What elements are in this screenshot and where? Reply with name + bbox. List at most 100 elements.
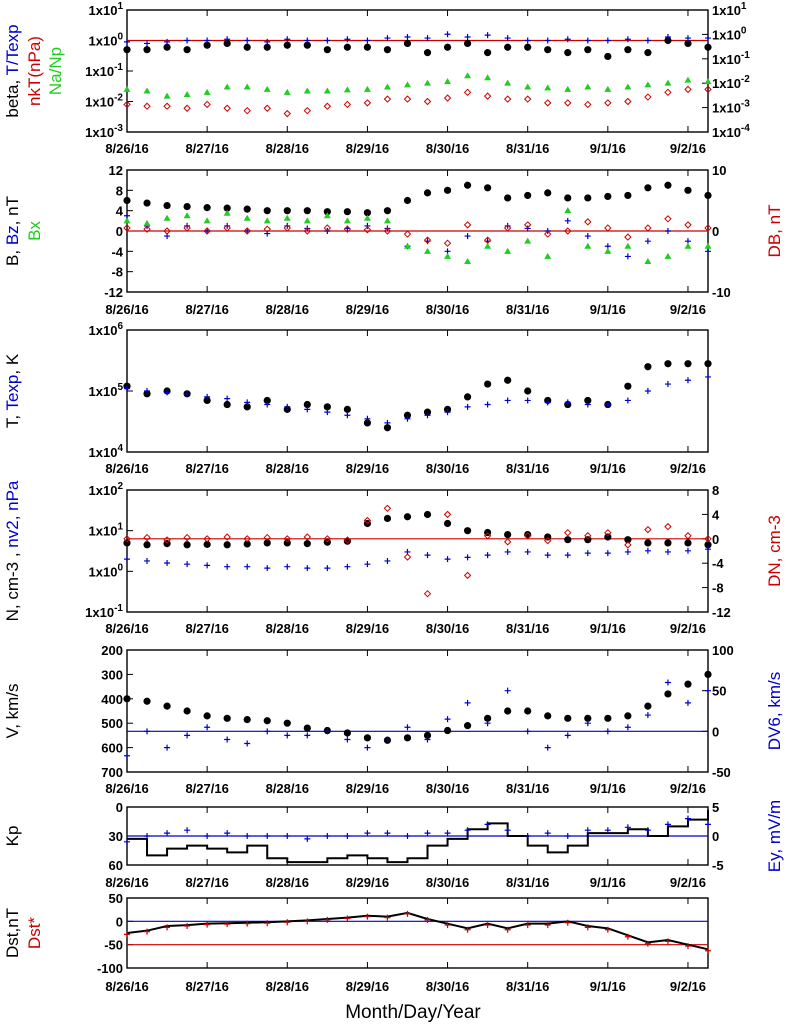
data-point bbox=[644, 539, 652, 547]
data-point bbox=[243, 83, 251, 90]
data-point bbox=[304, 732, 311, 739]
data-point bbox=[664, 821, 671, 828]
data-point bbox=[443, 726, 452, 735]
data-point bbox=[323, 403, 331, 411]
data-point bbox=[183, 104, 191, 112]
x-date-label: 8/31/16 bbox=[506, 302, 549, 317]
x-date-label: 8/30/16 bbox=[426, 979, 469, 994]
data-point bbox=[544, 252, 552, 259]
data-point bbox=[163, 702, 171, 710]
data-point bbox=[223, 533, 231, 541]
data-point bbox=[604, 247, 612, 254]
y-axis-label-3: Na/Np bbox=[46, 47, 65, 95]
x-date-label: 8/27/16 bbox=[185, 302, 228, 317]
data-point bbox=[263, 717, 271, 725]
data-point bbox=[363, 99, 372, 107]
y-axis-label-part: nv2, nPa bbox=[3, 480, 22, 548]
series-4 bbox=[123, 207, 712, 264]
data-point bbox=[705, 546, 711, 553]
data-point bbox=[364, 37, 371, 44]
data-point bbox=[564, 227, 572, 235]
data-point bbox=[324, 565, 331, 572]
data-point bbox=[384, 557, 391, 564]
data-point bbox=[383, 83, 391, 90]
data-point bbox=[684, 377, 691, 384]
data-point bbox=[203, 88, 211, 95]
data-point bbox=[284, 36, 291, 43]
x-date-label: 8/26/16 bbox=[105, 979, 148, 994]
data-point bbox=[644, 258, 652, 264]
y2-tick-label: -8 bbox=[712, 581, 724, 596]
data-point bbox=[544, 536, 552, 545]
x-date-label: 9/1/16 bbox=[590, 781, 626, 796]
y2-tick-label: 0 bbox=[712, 829, 719, 844]
data-point bbox=[444, 716, 451, 723]
data-point bbox=[184, 390, 191, 397]
data-point bbox=[584, 714, 592, 722]
data-point bbox=[584, 550, 591, 557]
data-point bbox=[303, 41, 311, 49]
data-point bbox=[524, 707, 532, 715]
y-tick-label: -100 bbox=[97, 961, 123, 976]
x-date-label: 9/1/16 bbox=[590, 621, 626, 636]
data-point bbox=[444, 556, 451, 563]
data-point bbox=[644, 525, 652, 534]
data-point bbox=[584, 242, 592, 249]
y-axis-label-part: B, bbox=[3, 245, 22, 266]
data-point bbox=[544, 552, 551, 559]
data-point bbox=[564, 714, 572, 722]
data-point bbox=[204, 921, 211, 928]
data-point bbox=[503, 538, 512, 546]
plot-frame bbox=[126, 489, 709, 613]
data-point bbox=[444, 922, 451, 929]
data-point bbox=[203, 217, 211, 224]
y-axis-label: beta, T/Texp bbox=[3, 24, 22, 117]
data-point bbox=[204, 37, 211, 44]
data-point bbox=[424, 412, 431, 419]
data-point bbox=[584, 83, 592, 90]
x-date-label: 8/28/16 bbox=[266, 621, 309, 636]
x-date-label: 8/28/16 bbox=[266, 302, 309, 317]
data-point bbox=[584, 401, 591, 408]
data-point bbox=[203, 540, 211, 548]
data-point bbox=[164, 38, 171, 45]
data-point bbox=[523, 95, 532, 103]
data-point bbox=[243, 106, 251, 115]
data-point bbox=[164, 560, 171, 567]
data-point bbox=[224, 222, 231, 229]
data-point bbox=[303, 217, 311, 224]
y2-tick-label: 1x100 bbox=[712, 25, 747, 42]
data-point bbox=[384, 35, 391, 42]
y-tick-label: 60 bbox=[109, 858, 123, 873]
kp-step-line bbox=[127, 809, 709, 864]
data-point bbox=[364, 913, 371, 920]
y-tick-label: 8 bbox=[116, 183, 123, 198]
data-point bbox=[544, 922, 551, 929]
data-point bbox=[444, 252, 452, 259]
data-point bbox=[223, 104, 231, 112]
data-point bbox=[283, 109, 291, 118]
data-point bbox=[524, 833, 531, 839]
x-date-label: 8/30/16 bbox=[426, 302, 469, 317]
data-point bbox=[404, 34, 411, 41]
y-tick-label: 0 bbox=[116, 914, 123, 929]
x-date-label: 8/28/16 bbox=[266, 141, 309, 156]
data-point bbox=[184, 37, 191, 44]
data-point bbox=[124, 38, 130, 45]
data-point bbox=[664, 690, 672, 698]
data-point bbox=[443, 239, 452, 247]
data-point bbox=[263, 85, 271, 92]
data-point bbox=[544, 46, 552, 54]
data-point bbox=[383, 227, 392, 235]
data-point bbox=[384, 419, 391, 426]
plot-frame bbox=[126, 9, 709, 133]
data-point bbox=[604, 401, 611, 408]
data-point bbox=[463, 39, 472, 48]
data-point bbox=[524, 728, 531, 735]
data-point bbox=[124, 752, 130, 759]
y-tick-label: 700 bbox=[101, 765, 123, 780]
data-point bbox=[704, 191, 712, 200]
data-point bbox=[223, 39, 231, 48]
data-point bbox=[323, 535, 332, 543]
